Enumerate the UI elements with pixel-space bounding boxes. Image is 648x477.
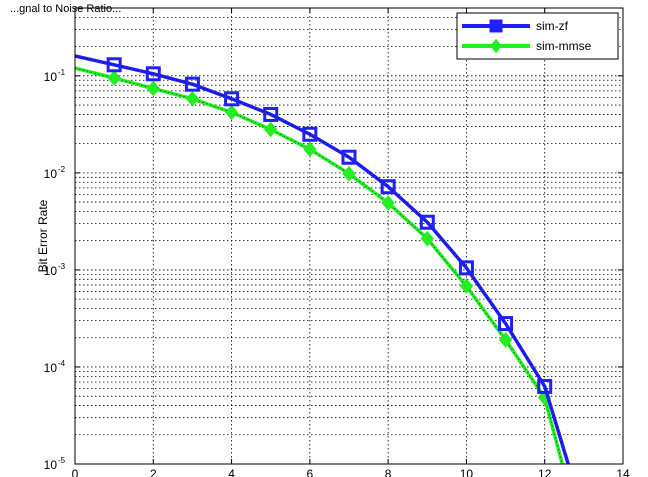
axis-ticks [74, 8, 624, 465]
x-tick-label: 4 [228, 467, 235, 477]
diamond-marker [303, 141, 317, 158]
square-marker [419, 214, 435, 230]
diamond-marker [264, 121, 278, 138]
y-tick-label: 10 [44, 458, 58, 472]
square-marker [184, 76, 200, 92]
y-tick-exponent: -4 [58, 359, 66, 368]
y-axis-label: Bit Error Rate [36, 199, 50, 272]
legend-box [456, 12, 619, 60]
x-tick-label: 14 [616, 467, 630, 477]
legend-item-sim-mmse: sim-mmse [462, 39, 592, 53]
y-tick-exponent: -3 [58, 262, 66, 271]
series-dotted-overlay [75, 67, 563, 464]
legend: sim-zf sim-mmse [456, 12, 619, 60]
square-marker [224, 91, 240, 107]
square-marker [341, 149, 357, 165]
legend-diamond-marker [490, 39, 502, 53]
diamond-marker [146, 80, 160, 97]
x-tick-label: 2 [150, 467, 157, 477]
chart-title: ...gnal to Noise Ratio... [10, 3, 121, 15]
series-dotted-overlay [75, 55, 569, 464]
legend-label: sim-mmse [536, 39, 592, 53]
square-marker [537, 378, 553, 394]
square-marker [302, 126, 318, 142]
x-tick-label: 8 [385, 467, 392, 477]
diamond-marker [498, 332, 513, 348]
y-tick-exponent: -1 [58, 68, 66, 77]
x-tick-labels: 0 2 4 6 8 10 12 14 [72, 467, 630, 477]
diamond-marker [459, 278, 474, 294]
y-tick-exponent: -2 [58, 165, 66, 174]
square-marker [263, 106, 279, 122]
diamond-marker [224, 104, 239, 121]
legend-label: sim-zf [536, 19, 569, 33]
x-tick-label: 12 [538, 467, 552, 477]
legend-square-marker [489, 19, 503, 33]
y-tick-label: 10 [44, 264, 58, 278]
series-sim-zf [75, 54, 570, 464]
series-layer [75, 54, 570, 464]
square-marker [498, 316, 514, 332]
diamond-marker [381, 195, 395, 211]
plot-background [75, 8, 623, 464]
y-tick-label: 10 [44, 361, 58, 375]
x-tick-label: 0 [72, 467, 79, 477]
x-tick-label: 10 [460, 467, 474, 477]
y-tick-label: 10 [44, 70, 58, 84]
y-tick-label: 10 [44, 167, 58, 181]
square-marker [458, 260, 474, 276]
diamond-marker [185, 91, 200, 107]
legend-item-sim-zf: sim-zf [462, 19, 569, 33]
y-tick-labels: 10-110-210-310-410-5 [44, 68, 66, 472]
x-tick-label: 6 [307, 467, 314, 477]
diamond-marker [107, 70, 121, 86]
diamond-marker [420, 230, 434, 247]
square-marker [380, 179, 396, 195]
plot-frame [74, 7, 624, 465]
y-tick-exponent: -5 [58, 456, 66, 465]
square-marker [145, 66, 161, 82]
square-marker [106, 57, 122, 73]
diamond-marker [342, 165, 356, 182]
